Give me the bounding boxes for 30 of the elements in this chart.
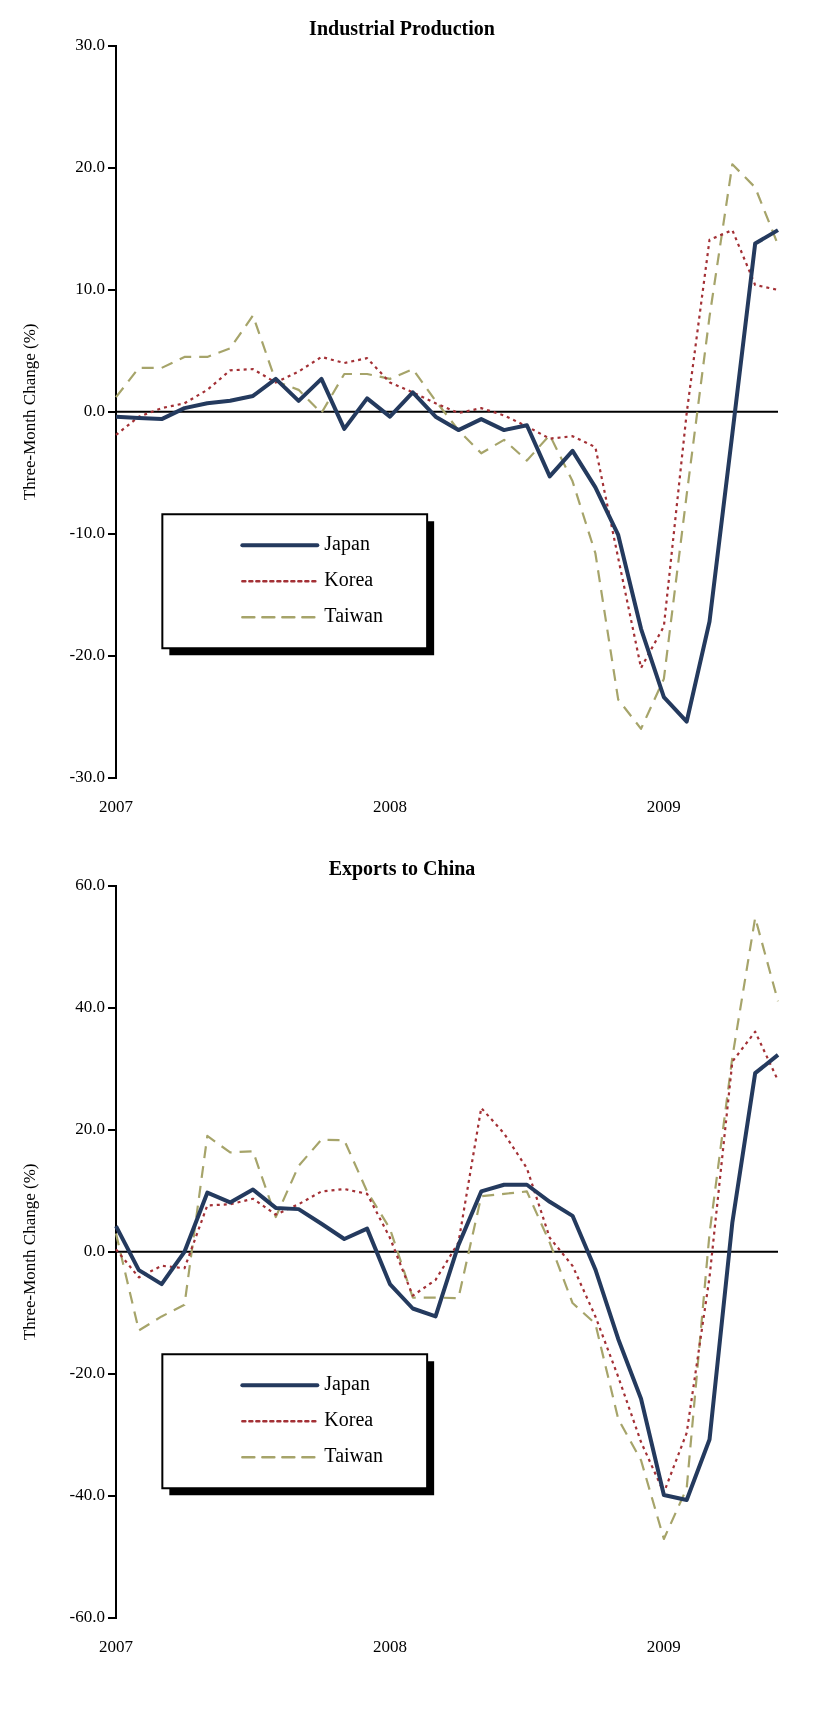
y-tick-label: -10.0 [69, 523, 105, 543]
y-tick-label: 10.0 [75, 279, 105, 299]
x-tick-label: 2007 [99, 797, 134, 817]
x-tick-label: 2007 [99, 1637, 134, 1657]
legend-label: Korea [324, 1408, 374, 1431]
y-tick-label: -40.0 [69, 1485, 105, 1505]
legend-label: Taiwan [324, 604, 383, 627]
x-tick-label: 2009 [646, 797, 681, 817]
y-tick-label: -20.0 [69, 645, 105, 665]
y-tick-label: -30.0 [69, 767, 105, 787]
chart-title: Exports to China [328, 857, 476, 881]
y-tick-label: 60.0 [75, 875, 105, 895]
y-tick-label: 20.0 [75, 1119, 105, 1139]
legend-label: Japan [324, 532, 370, 556]
y-axis-title: Three-Month Change (%) [19, 323, 39, 501]
y-tick-label: -20.0 [69, 1363, 105, 1383]
legend-label: Japan [324, 1372, 370, 1396]
y-tick-label: 20.0 [75, 157, 105, 177]
x-tick-label: 2008 [372, 1637, 407, 1657]
y-tick-label: 40.0 [75, 997, 105, 1017]
chart-title: Industrial Production [309, 17, 495, 40]
y-axis-title: Three-Month Change (%) [19, 1163, 39, 1341]
y-tick-label: 30.0 [75, 35, 105, 55]
legend-label: Taiwan [324, 1444, 383, 1467]
y-tick-label: -60.0 [69, 1607, 105, 1627]
y-tick-label: 0.0 [83, 1241, 105, 1261]
y-tick-label: 0.0 [83, 401, 105, 421]
legend-label: Korea [324, 568, 374, 591]
x-tick-label: 2009 [646, 1637, 681, 1657]
x-tick-label: 2008 [372, 797, 407, 817]
